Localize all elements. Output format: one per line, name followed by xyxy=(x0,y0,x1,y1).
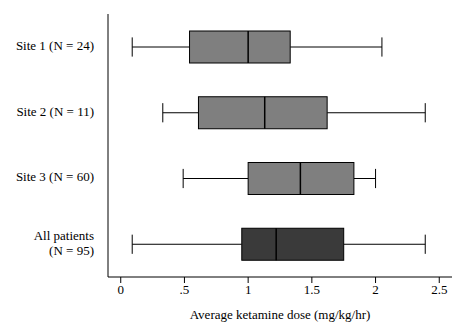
svg-text:All patients(N = 95): All patients(N = 95) xyxy=(34,228,94,258)
svg-text:2.5: 2.5 xyxy=(431,282,447,297)
svg-text:Site 1 (N = 24): Site 1 (N = 24) xyxy=(16,38,94,53)
svg-text:Site 3 (N = 60): Site 3 (N = 60) xyxy=(16,169,94,184)
svg-text:.5: .5 xyxy=(180,282,190,297)
svg-text:Site 2 (N = 11): Site 2 (N = 11) xyxy=(16,104,94,119)
svg-text:2: 2 xyxy=(372,282,379,297)
svg-text:Average ketamine dose (mg/kg/h: Average ketamine dose (mg/kg/hr) xyxy=(190,307,371,322)
svg-text:1.5: 1.5 xyxy=(304,282,320,297)
svg-text:1: 1 xyxy=(245,282,252,297)
svg-text:0: 0 xyxy=(117,282,124,297)
